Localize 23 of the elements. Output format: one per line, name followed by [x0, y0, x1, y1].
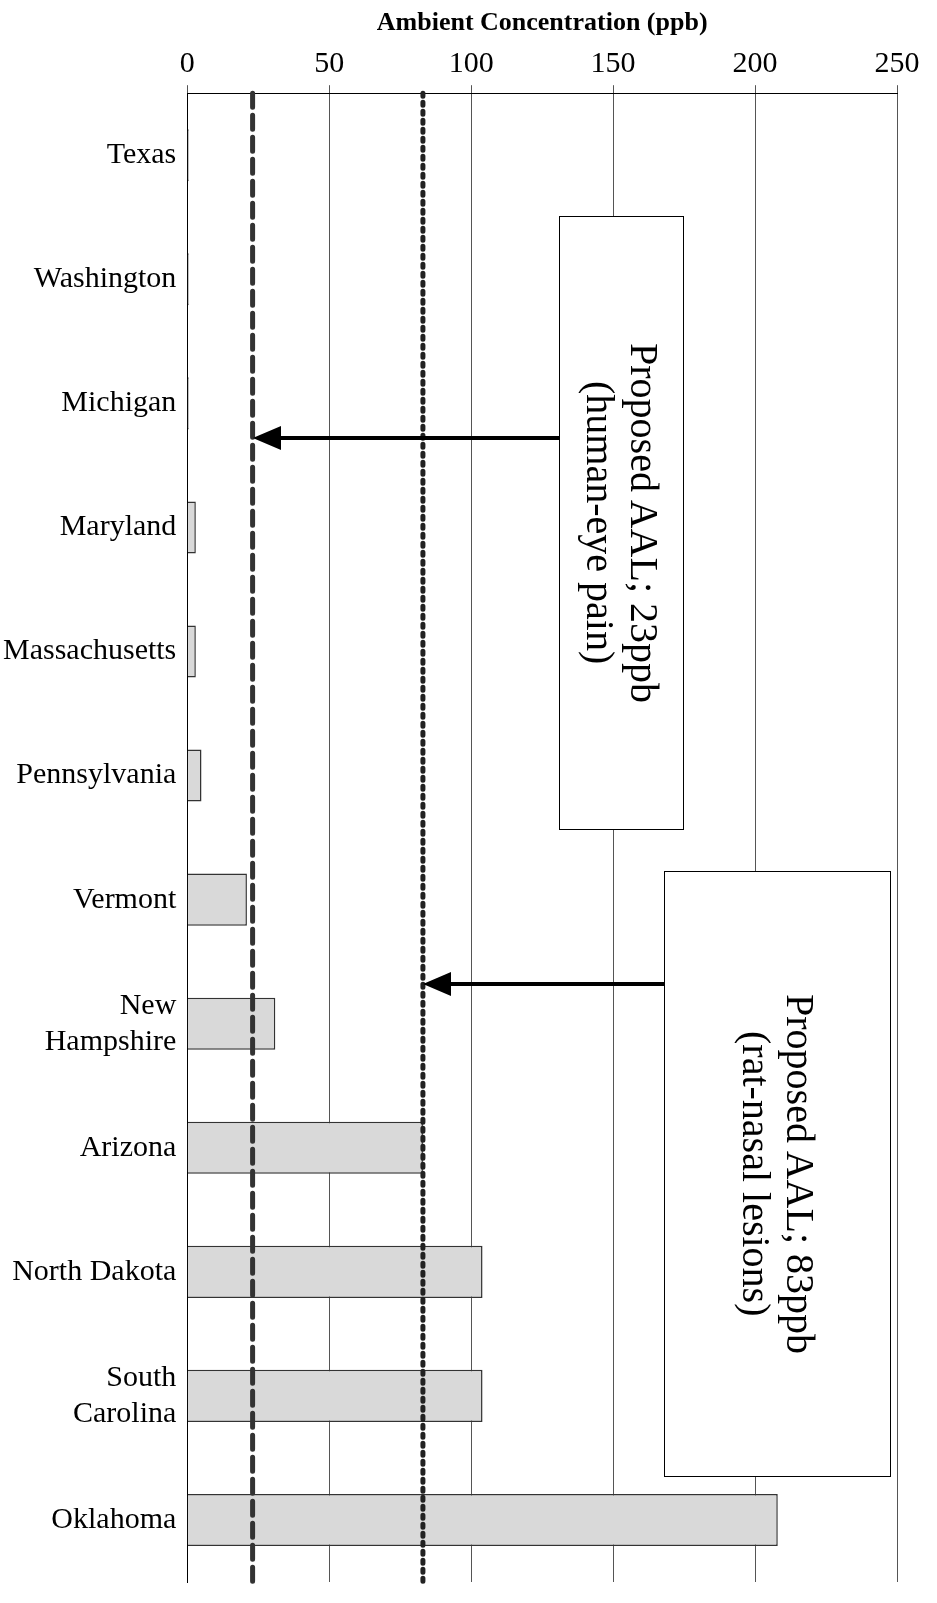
- y-tick-label: Massachusetts: [2, 632, 177, 666]
- annotation: Proposed AAL; 83ppb (rat-nasal lesions): [733, 993, 823, 1354]
- annotation: Proposed AAL; 23ppb (human-eye pain): [577, 343, 667, 704]
- y-tick-label: Texas: [106, 136, 177, 170]
- x-tick-label: 150: [590, 45, 636, 79]
- y-tick-label: New Hampshire: [44, 986, 177, 1056]
- y-tick-label: Maryland: [59, 508, 177, 542]
- x-axis-title: Ambient Concentration (ppb): [376, 7, 708, 37]
- x-tick-label: 250: [874, 45, 920, 79]
- y-tick-label: Pennsylvania: [16, 756, 177, 790]
- y-tick-label: Vermont: [72, 880, 177, 914]
- callout-box: Proposed AAL; 23ppb (human-eye pain): [559, 216, 685, 831]
- x-tick-label: 100: [448, 45, 494, 79]
- callout-box: Proposed AAL; 83ppb (rat-nasal lesions): [664, 871, 892, 1477]
- x-tick-label: 0: [179, 45, 195, 79]
- y-tick-label: Washington: [33, 260, 177, 294]
- y-tick-label: South Carolina: [72, 1358, 177, 1428]
- x-tick-label: 200: [732, 45, 778, 79]
- y-tick-label: Michigan: [61, 384, 177, 418]
- y-tick-label: North Dakota: [12, 1252, 177, 1286]
- y-tick-label: Arizona: [79, 1128, 177, 1162]
- y-tick-label: Oklahoma: [51, 1500, 177, 1534]
- x-tick-label: 50: [314, 45, 345, 79]
